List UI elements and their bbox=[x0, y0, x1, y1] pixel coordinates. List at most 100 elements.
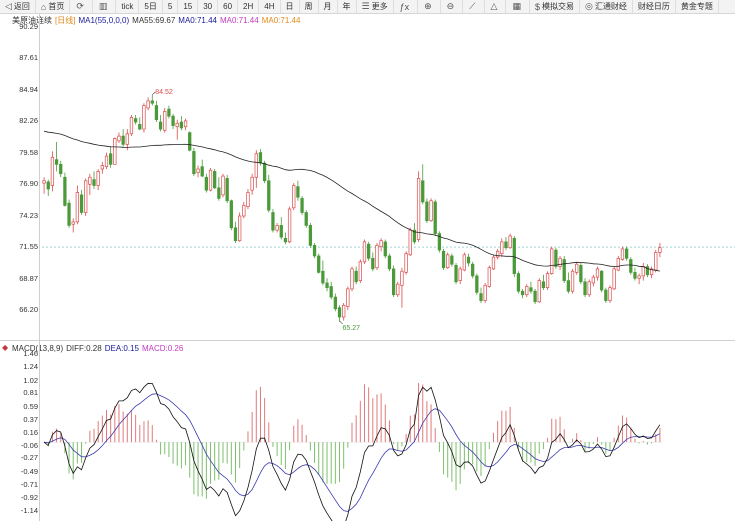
candle-down bbox=[325, 282, 329, 289]
more-button-label: 更多 bbox=[371, 2, 388, 11]
indicator-button[interactable]: ▦ bbox=[506, 0, 530, 13]
period-4h-label: 4H bbox=[264, 2, 275, 11]
candle-down bbox=[229, 200, 233, 229]
candle-down bbox=[150, 100, 154, 104]
ma0-value-c: MA0:71.44 bbox=[261, 15, 301, 25]
candle-up bbox=[208, 169, 213, 191]
candle-down bbox=[629, 259, 633, 273]
candle-down bbox=[304, 212, 308, 226]
candle-down bbox=[421, 180, 425, 203]
candle-up bbox=[75, 192, 80, 223]
macd-axis-tick: 0.37 bbox=[23, 414, 38, 424]
period-30-label: 30 bbox=[203, 2, 213, 11]
period-5d[interactable]: 5日 bbox=[139, 0, 163, 13]
candle-up bbox=[142, 105, 146, 130]
candle-down bbox=[433, 201, 437, 234]
candle-down bbox=[383, 241, 387, 257]
candle-down bbox=[425, 201, 429, 222]
candle-up bbox=[183, 120, 188, 128]
candle-down bbox=[279, 225, 283, 238]
period-week-label: 周 bbox=[304, 2, 313, 11]
candle-down bbox=[79, 194, 84, 213]
candle-up bbox=[71, 221, 75, 225]
finance-news-icon: ◎ bbox=[584, 1, 593, 11]
tick-button[interactable]: tick bbox=[116, 0, 140, 13]
candle-down bbox=[67, 202, 71, 226]
candle-up bbox=[500, 241, 504, 254]
candle-up bbox=[117, 135, 121, 142]
candle-up bbox=[242, 205, 246, 217]
candle-up bbox=[649, 268, 654, 276]
draw-shape-button[interactable]: △ bbox=[485, 0, 507, 13]
period-4h[interactable]: 4H bbox=[259, 0, 281, 13]
candle-down bbox=[367, 243, 371, 259]
candle-down bbox=[312, 245, 317, 257]
macd-axis-tick: -1.14 bbox=[20, 506, 38, 515]
period-week[interactable]: 周 bbox=[300, 0, 319, 13]
candle-up bbox=[221, 175, 225, 196]
back-button-label: 返回 bbox=[13, 2, 30, 11]
candle-down bbox=[471, 263, 475, 277]
candle-up bbox=[595, 268, 600, 278]
sim-trade-button[interactable]: $ 模拟交易 bbox=[530, 0, 580, 13]
price-axis-tick: 66.20 bbox=[19, 305, 38, 314]
pane-divider[interactable] bbox=[0, 340, 735, 341]
candle-up bbox=[246, 192, 250, 207]
candle-up bbox=[537, 280, 541, 303]
candle-down bbox=[600, 270, 604, 291]
period-2h[interactable]: 2H bbox=[238, 0, 260, 13]
period-month[interactable]: 月 bbox=[319, 0, 338, 13]
macd-axis-tick: 1.02 bbox=[23, 375, 38, 385]
period-5[interactable]: 5 bbox=[163, 0, 179, 13]
candle-down bbox=[333, 296, 337, 310]
candle-up bbox=[125, 133, 129, 145]
period-60[interactable]: 60 bbox=[218, 0, 239, 13]
candle-up bbox=[346, 288, 350, 307]
candle-up bbox=[100, 165, 104, 170]
chart-type-button[interactable]: ▥ bbox=[93, 0, 117, 13]
gold-expert-button-label: 黄金专题 bbox=[680, 2, 713, 11]
candle-down bbox=[337, 307, 342, 318]
candle-up bbox=[487, 267, 491, 287]
home-button[interactable]: ⌂ 首页 bbox=[36, 0, 71, 13]
period-year[interactable]: 年 bbox=[338, 0, 357, 13]
period-day-label: 日 bbox=[285, 2, 294, 11]
back-button[interactable]: ◁ 返回 bbox=[0, 0, 36, 13]
candle-up bbox=[400, 270, 404, 286]
candle-up bbox=[396, 283, 400, 296]
candle-up bbox=[196, 168, 200, 173]
finance-news-button[interactable]: ◎ 汇通财经 bbox=[580, 0, 633, 13]
ma1-label: MA1(55,0,0,0) bbox=[78, 15, 130, 25]
formula-button[interactable]: ƒx bbox=[394, 0, 419, 13]
indicator-icon: ▦ bbox=[512, 1, 521, 11]
candle-down bbox=[454, 265, 458, 283]
candle-up bbox=[379, 240, 383, 247]
candle-up bbox=[654, 252, 658, 271]
period-15[interactable]: 15 bbox=[178, 0, 199, 13]
macd-axis-tick: 0.16 bbox=[23, 427, 38, 437]
candle-down bbox=[217, 187, 221, 199]
candle-down bbox=[46, 181, 50, 190]
period-day[interactable]: 日 bbox=[281, 0, 300, 13]
zoom-in-button[interactable]: ⊕ bbox=[418, 0, 441, 13]
dea-value: DEA:0.15 bbox=[104, 343, 139, 353]
calendar-button-label: 财经日历 bbox=[637, 2, 670, 11]
gold-expert-button[interactable]: 黄金专题 bbox=[676, 0, 719, 13]
zoom-out-button[interactable]: ⊖ bbox=[441, 0, 464, 13]
candle-down bbox=[179, 121, 184, 129]
refresh-button[interactable]: ⟳ bbox=[70, 0, 93, 13]
candle-up bbox=[342, 304, 346, 318]
ma55-line bbox=[44, 130, 660, 272]
diff-value: DIFF:0.28 bbox=[66, 343, 102, 353]
period-30[interactable]: 30 bbox=[198, 0, 219, 13]
draw-line-button[interactable]: ⟋ bbox=[463, 0, 485, 13]
candle-up bbox=[104, 155, 109, 168]
macd-axis-tick: 0.81 bbox=[23, 388, 38, 398]
candle-down bbox=[321, 270, 325, 284]
candle-down bbox=[441, 250, 446, 269]
calendar-button[interactable]: 财经日历 bbox=[633, 0, 676, 13]
more-button[interactable]: ☰ 更多 bbox=[357, 0, 394, 13]
candle-up bbox=[491, 256, 496, 270]
macd-axis-tick: -0.06 bbox=[20, 440, 38, 450]
